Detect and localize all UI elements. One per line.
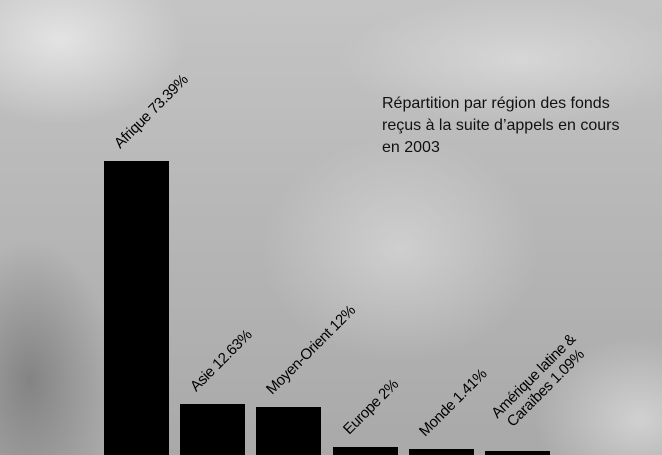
chart-title: Répartition par région des fonds reçus à… xyxy=(382,95,620,156)
bar xyxy=(256,407,322,455)
category-label: Moyen-Orient xyxy=(263,325,337,398)
bar-label: Afrique 73.39% xyxy=(111,72,192,153)
bar xyxy=(104,161,169,455)
category-label: Monde xyxy=(415,397,459,441)
bar-label: Europe 2% xyxy=(340,376,402,438)
bar xyxy=(408,449,474,455)
bar-label: Amérique latine & Caraïbes 1.09% xyxy=(480,322,600,442)
bar xyxy=(180,404,246,455)
value-label: 12.63% xyxy=(209,326,256,374)
value-label: 1.41% xyxy=(449,365,491,407)
value-label: 12% xyxy=(326,302,360,335)
bar-label: Moyen-Orient 12% xyxy=(263,302,359,398)
category-label: Afrique xyxy=(110,108,155,153)
bar xyxy=(485,450,550,455)
bar-label: Asie 12.63% xyxy=(187,327,255,395)
category-label: Asie xyxy=(187,363,219,396)
bar xyxy=(332,447,398,455)
value-label: 73.39% xyxy=(145,71,192,119)
value-label: 2% xyxy=(374,376,402,403)
bar-label: Monde 1.41% xyxy=(416,366,490,440)
category-label: Europe xyxy=(339,393,385,438)
